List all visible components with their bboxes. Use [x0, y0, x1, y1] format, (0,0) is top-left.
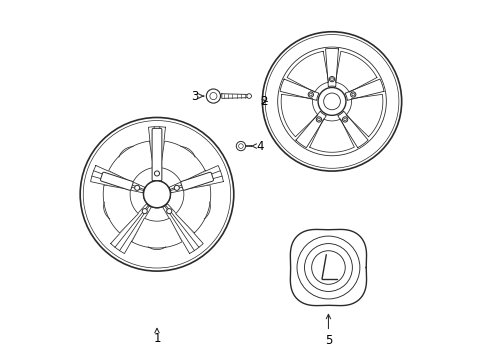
Circle shape: [342, 117, 347, 122]
Polygon shape: [281, 94, 317, 137]
Polygon shape: [169, 166, 223, 193]
Text: 3: 3: [190, 90, 203, 103]
Text: 2: 2: [260, 95, 267, 108]
Circle shape: [206, 89, 220, 103]
Polygon shape: [309, 119, 354, 152]
Polygon shape: [290, 229, 366, 306]
Circle shape: [174, 185, 179, 190]
Circle shape: [166, 208, 171, 214]
Polygon shape: [335, 51, 376, 92]
Polygon shape: [103, 185, 138, 233]
Circle shape: [142, 208, 147, 214]
Polygon shape: [110, 204, 151, 253]
Circle shape: [143, 181, 170, 208]
Polygon shape: [345, 79, 383, 100]
FancyBboxPatch shape: [181, 172, 213, 190]
Circle shape: [143, 181, 170, 208]
Circle shape: [262, 32, 401, 171]
Polygon shape: [175, 185, 210, 233]
Text: 5: 5: [324, 314, 331, 347]
Polygon shape: [163, 204, 203, 253]
Circle shape: [246, 94, 251, 98]
Polygon shape: [325, 49, 338, 86]
Circle shape: [307, 92, 313, 97]
Circle shape: [154, 171, 159, 176]
Text: 4: 4: [251, 140, 264, 153]
Polygon shape: [222, 94, 247, 98]
Circle shape: [317, 87, 345, 115]
Polygon shape: [295, 111, 325, 148]
Circle shape: [316, 117, 321, 122]
Polygon shape: [161, 141, 205, 183]
Polygon shape: [90, 166, 144, 193]
Polygon shape: [346, 94, 382, 137]
Circle shape: [134, 185, 140, 190]
FancyBboxPatch shape: [100, 172, 133, 190]
Circle shape: [350, 92, 355, 97]
Text: 1: 1: [153, 328, 161, 346]
Circle shape: [80, 117, 233, 271]
Polygon shape: [131, 218, 182, 248]
Circle shape: [236, 141, 245, 151]
Circle shape: [329, 76, 334, 82]
Polygon shape: [108, 141, 153, 183]
Polygon shape: [148, 127, 165, 180]
FancyBboxPatch shape: [152, 129, 162, 181]
Polygon shape: [286, 51, 328, 92]
Polygon shape: [337, 111, 367, 148]
Polygon shape: [280, 79, 318, 100]
